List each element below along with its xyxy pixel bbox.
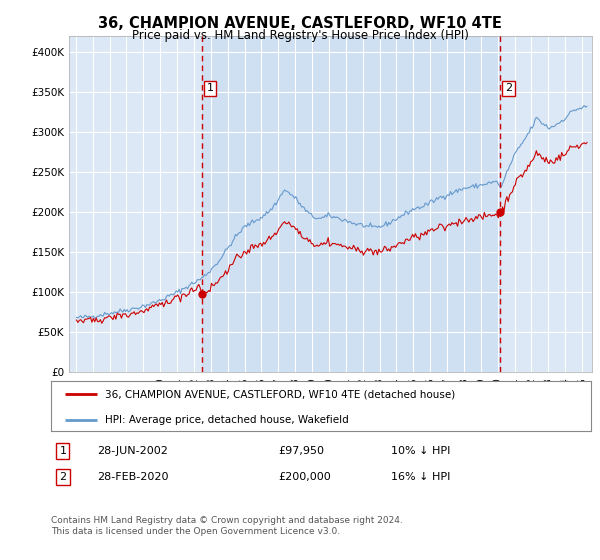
Text: 36, CHAMPION AVENUE, CASTLEFORD, WF10 4TE (detached house): 36, CHAMPION AVENUE, CASTLEFORD, WF10 4T… bbox=[105, 389, 455, 399]
Text: 2: 2 bbox=[505, 83, 512, 94]
Text: 10% ↓ HPI: 10% ↓ HPI bbox=[391, 446, 451, 456]
Text: HPI: Average price, detached house, Wakefield: HPI: Average price, detached house, Wake… bbox=[105, 415, 349, 425]
Text: 2: 2 bbox=[59, 472, 67, 482]
Text: £200,000: £200,000 bbox=[278, 472, 331, 482]
Text: Contains HM Land Registry data © Crown copyright and database right 2024.
This d: Contains HM Land Registry data © Crown c… bbox=[51, 516, 403, 536]
Bar bbox=[202, 36, 500, 372]
Text: 16% ↓ HPI: 16% ↓ HPI bbox=[391, 472, 451, 482]
Text: 1: 1 bbox=[206, 83, 214, 94]
Text: 1: 1 bbox=[59, 446, 67, 456]
Text: 36, CHAMPION AVENUE, CASTLEFORD, WF10 4TE: 36, CHAMPION AVENUE, CASTLEFORD, WF10 4T… bbox=[98, 16, 502, 31]
Text: 28-FEB-2020: 28-FEB-2020 bbox=[97, 472, 169, 482]
Text: £97,950: £97,950 bbox=[278, 446, 324, 456]
Text: 28-JUN-2002: 28-JUN-2002 bbox=[97, 446, 168, 456]
Text: Price paid vs. HM Land Registry's House Price Index (HPI): Price paid vs. HM Land Registry's House … bbox=[131, 29, 469, 42]
